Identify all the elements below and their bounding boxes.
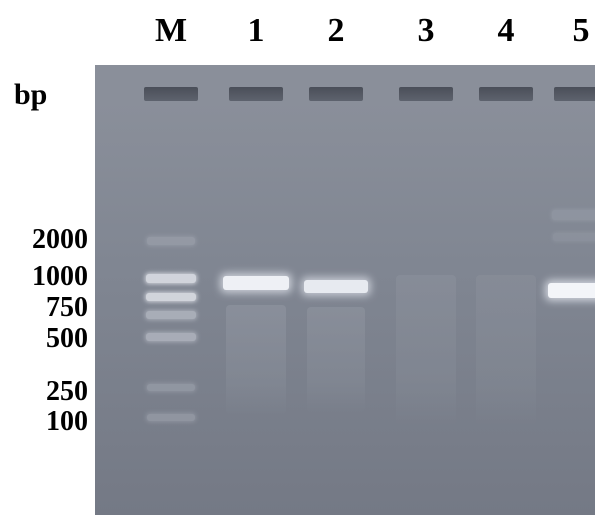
ladder-label-750: 750 [0, 292, 88, 324]
ladder-band-4 [146, 333, 196, 341]
faint-band-5-1 [553, 233, 595, 241]
smear-lane-2 [307, 307, 365, 412]
faint-band-5-0 [552, 210, 595, 220]
smear-lane-4 [476, 275, 536, 425]
gel-image [95, 65, 595, 515]
ladder-label-1000: 1000 [0, 261, 88, 293]
ladder-label-250: 250 [0, 376, 88, 408]
ladder-band-6 [147, 414, 195, 421]
gel-figure: M 1 2 3 4 5 bp 2000 1000 750 500 250 100 [0, 0, 602, 523]
well-lane-1 [229, 87, 283, 101]
ladder-band-0 [147, 237, 195, 245]
well-lane-3 [399, 87, 453, 101]
ladder-label-2000: 2000 [0, 224, 88, 256]
well-lane-2 [309, 87, 363, 101]
ladder-band-2 [146, 293, 196, 301]
ladder-band-5 [147, 384, 195, 391]
lane-label-1: 1 [231, 12, 281, 50]
ladder-band-1 [146, 274, 196, 283]
smear-lane-3 [396, 275, 456, 425]
bp-unit-label: bp [14, 78, 74, 112]
smear-lane-1 [226, 305, 286, 415]
well-lane-4 [479, 87, 533, 101]
ladder-label-100: 100 [0, 406, 88, 438]
lane-label-M: M [146, 12, 196, 50]
ladder-band-3 [146, 311, 196, 319]
lane-label-5: 5 [556, 12, 602, 50]
well-lane-5 [554, 87, 595, 101]
sample-band-lane-1 [223, 276, 289, 290]
lane-label-3: 3 [401, 12, 451, 50]
well-lane-M [144, 87, 198, 101]
lane-label-4: 4 [481, 12, 531, 50]
lane-label-2: 2 [311, 12, 361, 50]
sample-band-lane-2 [304, 280, 368, 293]
sample-band-lane-5 [548, 283, 595, 298]
ladder-label-500: 500 [0, 323, 88, 355]
